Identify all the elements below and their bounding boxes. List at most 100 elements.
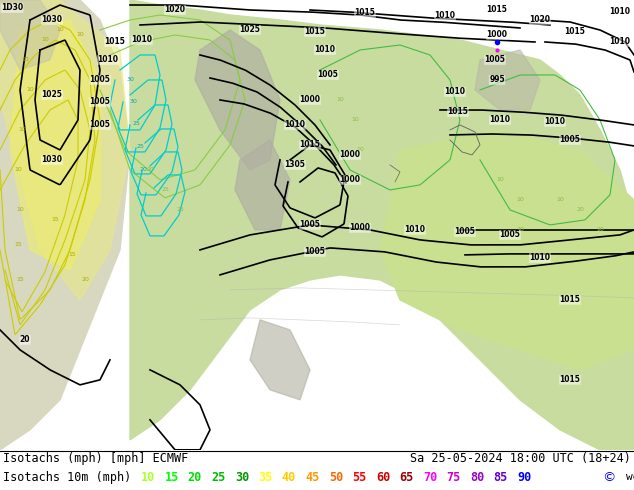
Polygon shape	[235, 140, 290, 230]
Text: 1030: 1030	[41, 16, 63, 24]
Text: 10: 10	[26, 87, 34, 93]
Text: 1010: 1010	[404, 225, 425, 234]
Text: 1005: 1005	[500, 230, 521, 240]
Text: 1010: 1010	[131, 35, 153, 45]
Text: 20: 20	[516, 227, 524, 232]
Text: 15: 15	[14, 243, 22, 247]
Polygon shape	[475, 50, 540, 110]
Text: 1010: 1010	[489, 116, 510, 124]
Text: 1000: 1000	[339, 150, 361, 159]
Text: 20: 20	[576, 207, 584, 213]
Text: 60: 60	[376, 471, 390, 484]
Text: 1000: 1000	[349, 223, 370, 232]
Text: 10: 10	[556, 197, 564, 202]
Text: 1015: 1015	[105, 37, 126, 47]
Text: 75: 75	[446, 471, 461, 484]
Polygon shape	[0, 0, 130, 300]
Text: 1005: 1005	[89, 121, 110, 129]
Polygon shape	[195, 30, 280, 170]
Text: 10: 10	[141, 471, 155, 484]
Text: 10: 10	[21, 57, 29, 63]
Text: 1D30: 1D30	[1, 3, 23, 13]
Text: 25: 25	[136, 145, 144, 149]
Text: 20: 20	[146, 168, 154, 172]
Text: 25: 25	[161, 187, 169, 193]
Text: 1025: 1025	[42, 91, 62, 99]
Text: 1010: 1010	[444, 87, 465, 97]
Text: 1005: 1005	[560, 135, 581, 145]
Text: Sa 25-05-2024 18:00 UTC (18+24): Sa 25-05-2024 18:00 UTC (18+24)	[410, 452, 631, 466]
Polygon shape	[0, 0, 60, 70]
Text: 1005: 1005	[299, 220, 320, 229]
Text: ©: ©	[603, 471, 616, 484]
Text: 1015: 1015	[448, 107, 469, 117]
Text: 15: 15	[164, 471, 179, 484]
Text: Isotachs (mph) [mph] ECMWF: Isotachs (mph) [mph] ECMWF	[3, 452, 188, 466]
Text: 85: 85	[493, 471, 508, 484]
Polygon shape	[130, 0, 634, 450]
Text: 40: 40	[282, 471, 296, 484]
Text: 10: 10	[356, 147, 364, 152]
Polygon shape	[10, 20, 100, 270]
Text: 80: 80	[470, 471, 484, 484]
Text: 1030: 1030	[41, 155, 63, 165]
Text: 10: 10	[496, 177, 504, 182]
Text: 10: 10	[16, 207, 24, 213]
Text: 20: 20	[20, 335, 30, 344]
Text: 10: 10	[76, 32, 84, 38]
Text: 1015: 1015	[486, 5, 507, 15]
Text: 1005: 1005	[318, 71, 339, 79]
Text: 1005: 1005	[89, 75, 110, 84]
Text: 20: 20	[188, 471, 202, 484]
Text: 10: 10	[351, 118, 359, 122]
Text: 1010: 1010	[285, 121, 306, 129]
Text: 1005: 1005	[455, 227, 476, 236]
Text: 45: 45	[306, 471, 320, 484]
Text: Isotachs 10m (mph): Isotachs 10m (mph)	[3, 471, 131, 484]
Text: 10: 10	[336, 98, 344, 102]
Text: 1015: 1015	[354, 8, 375, 18]
Text: 30: 30	[129, 99, 137, 104]
Text: 15: 15	[68, 252, 76, 257]
Text: 1005: 1005	[89, 98, 110, 106]
Polygon shape	[380, 130, 634, 370]
Text: 1005: 1005	[304, 247, 325, 256]
Text: 1005: 1005	[484, 55, 505, 65]
Text: 1015: 1015	[299, 141, 320, 149]
Text: 1015: 1015	[304, 27, 325, 36]
Text: 50: 50	[329, 471, 343, 484]
Text: 90: 90	[517, 471, 531, 484]
Text: 65: 65	[399, 471, 413, 484]
Text: 1015: 1015	[560, 295, 581, 304]
Text: 1020: 1020	[164, 5, 186, 15]
Text: 1015: 1015	[560, 375, 581, 384]
Text: 1000: 1000	[299, 96, 321, 104]
Text: 1000: 1000	[486, 30, 507, 40]
Text: 1015: 1015	[564, 27, 585, 36]
Text: 30: 30	[235, 471, 249, 484]
Text: 1010: 1010	[314, 46, 335, 54]
Text: 20: 20	[81, 277, 89, 282]
Text: 20: 20	[139, 168, 147, 172]
Text: 10: 10	[14, 168, 22, 172]
Text: 15: 15	[51, 218, 59, 222]
Text: 995: 995	[489, 75, 505, 84]
Text: 1020: 1020	[529, 16, 550, 24]
Text: 1010: 1010	[434, 11, 455, 21]
Polygon shape	[0, 0, 130, 450]
Text: 25: 25	[176, 207, 184, 213]
Text: 1000: 1000	[339, 175, 361, 184]
Text: 15: 15	[16, 277, 24, 282]
Text: 10: 10	[56, 27, 64, 32]
Text: 1010: 1010	[545, 118, 566, 126]
Text: weatheronline.co.uk: weatheronline.co.uk	[626, 472, 634, 482]
Text: 20: 20	[596, 227, 604, 232]
Text: 1010: 1010	[98, 55, 119, 65]
Polygon shape	[250, 320, 310, 400]
Text: 1305: 1305	[285, 160, 306, 170]
Text: 55: 55	[353, 471, 366, 484]
Text: 10: 10	[516, 197, 524, 202]
Text: 1010: 1010	[609, 7, 630, 17]
Text: 25: 25	[211, 471, 226, 484]
Text: 35: 35	[259, 471, 273, 484]
